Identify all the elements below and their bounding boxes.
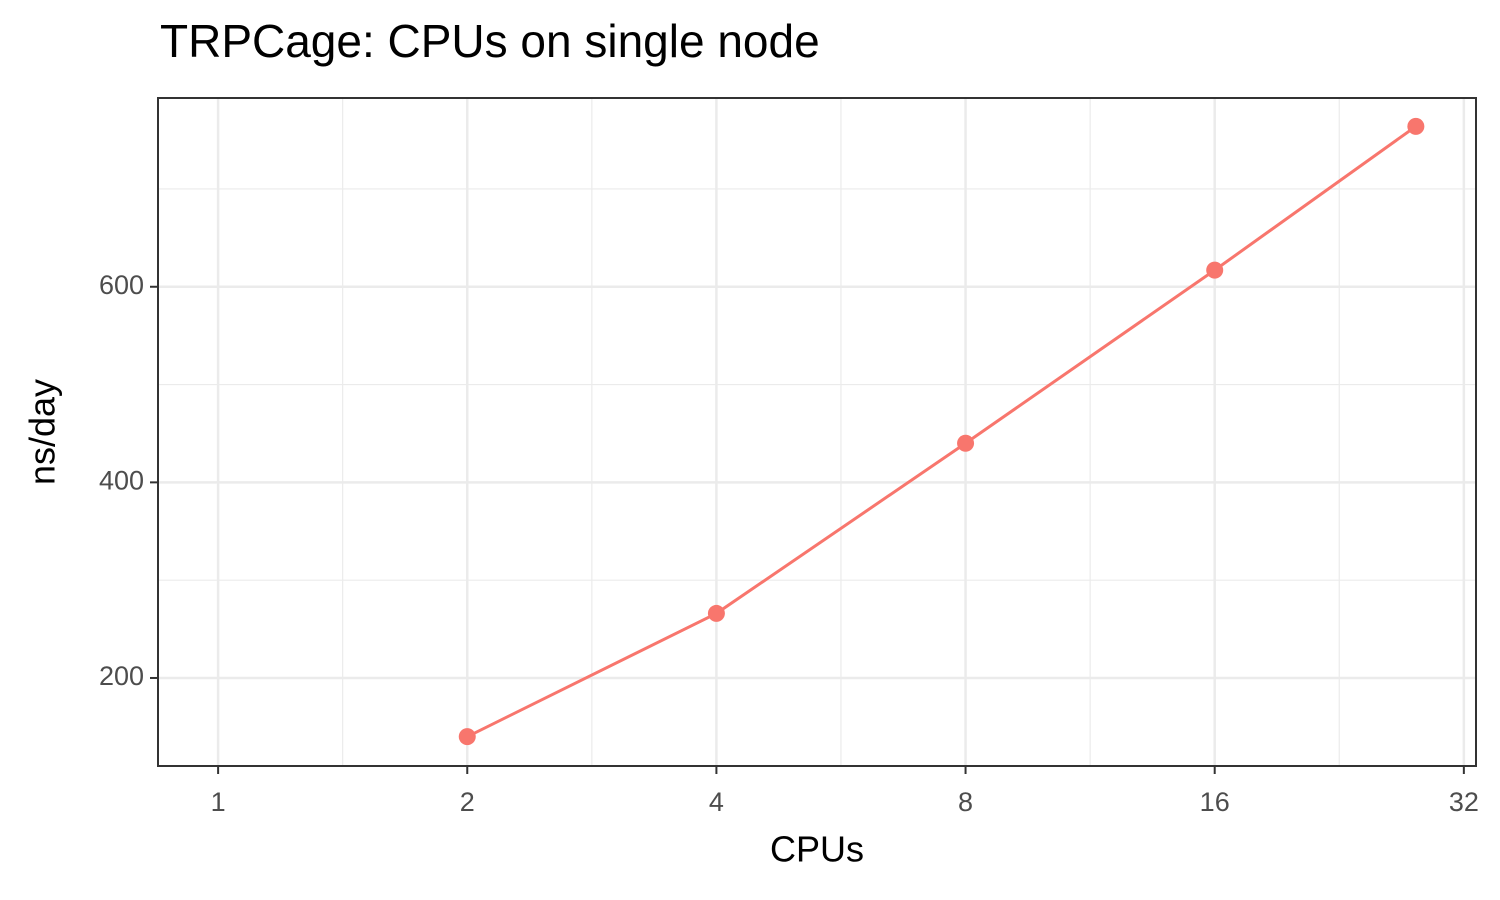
x-tick-label: 32 <box>1449 787 1479 817</box>
y-tick-label: 600 <box>99 270 144 300</box>
x-axis-title: CPUs <box>770 829 864 870</box>
data-point <box>707 604 725 622</box>
x-tick-label: 2 <box>460 787 475 817</box>
x-tick-label: 8 <box>958 787 973 817</box>
plot-background <box>158 98 1476 766</box>
y-tick-label: 200 <box>99 661 144 691</box>
data-point <box>458 728 476 746</box>
chart-title: TRPCage: CPUs on single node <box>160 15 820 67</box>
data-point <box>1407 117 1425 135</box>
y-axis-title: ns/day <box>22 379 63 485</box>
data-point <box>1206 261 1224 279</box>
plot-border <box>157 97 1477 767</box>
x-tick-label: 4 <box>709 787 724 817</box>
x-tick-label: 1 <box>211 787 226 817</box>
y-tick-label: 400 <box>99 465 144 495</box>
data-point <box>957 434 975 452</box>
x-tick-label: 16 <box>1200 787 1230 817</box>
